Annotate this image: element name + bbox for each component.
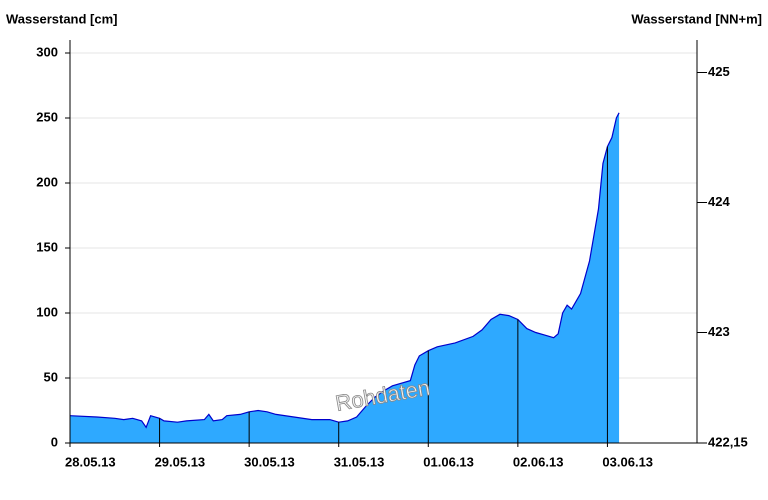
y2-tick-label: 422,15 bbox=[708, 434, 748, 449]
y-tick-label: 200 bbox=[36, 174, 58, 189]
y2-axis-title: Wasserstand [NN+m] bbox=[631, 11, 762, 26]
x-tick-label: 28.05.13 bbox=[65, 454, 116, 469]
y2-tick-label: 423 bbox=[708, 324, 730, 339]
x-tick-label: 03.06.13 bbox=[602, 454, 653, 469]
y-tick-label: 250 bbox=[36, 109, 58, 124]
y2-tick-label: 425 bbox=[708, 64, 730, 79]
y-tick-label: 150 bbox=[36, 239, 58, 254]
y-tick-label: 300 bbox=[36, 44, 58, 59]
line bbox=[69, 112, 620, 429]
x-tick-label: 02.06.13 bbox=[513, 454, 564, 469]
x-tick-label: 31.05.13 bbox=[334, 454, 385, 469]
y-axis-title: Wasserstand [cm] bbox=[6, 11, 118, 26]
x-tick-label: 30.05.13 bbox=[244, 454, 295, 469]
y-tick-label: 50 bbox=[44, 369, 58, 384]
y-tick-label: 0 bbox=[51, 434, 58, 449]
y-tick-label: 100 bbox=[36, 304, 58, 319]
area bbox=[70, 112, 620, 444]
x-tick-label: 01.06.13 bbox=[423, 454, 474, 469]
x-tick-label: 29.05.13 bbox=[155, 454, 206, 469]
y2-tick-label: 424 bbox=[708, 194, 730, 209]
